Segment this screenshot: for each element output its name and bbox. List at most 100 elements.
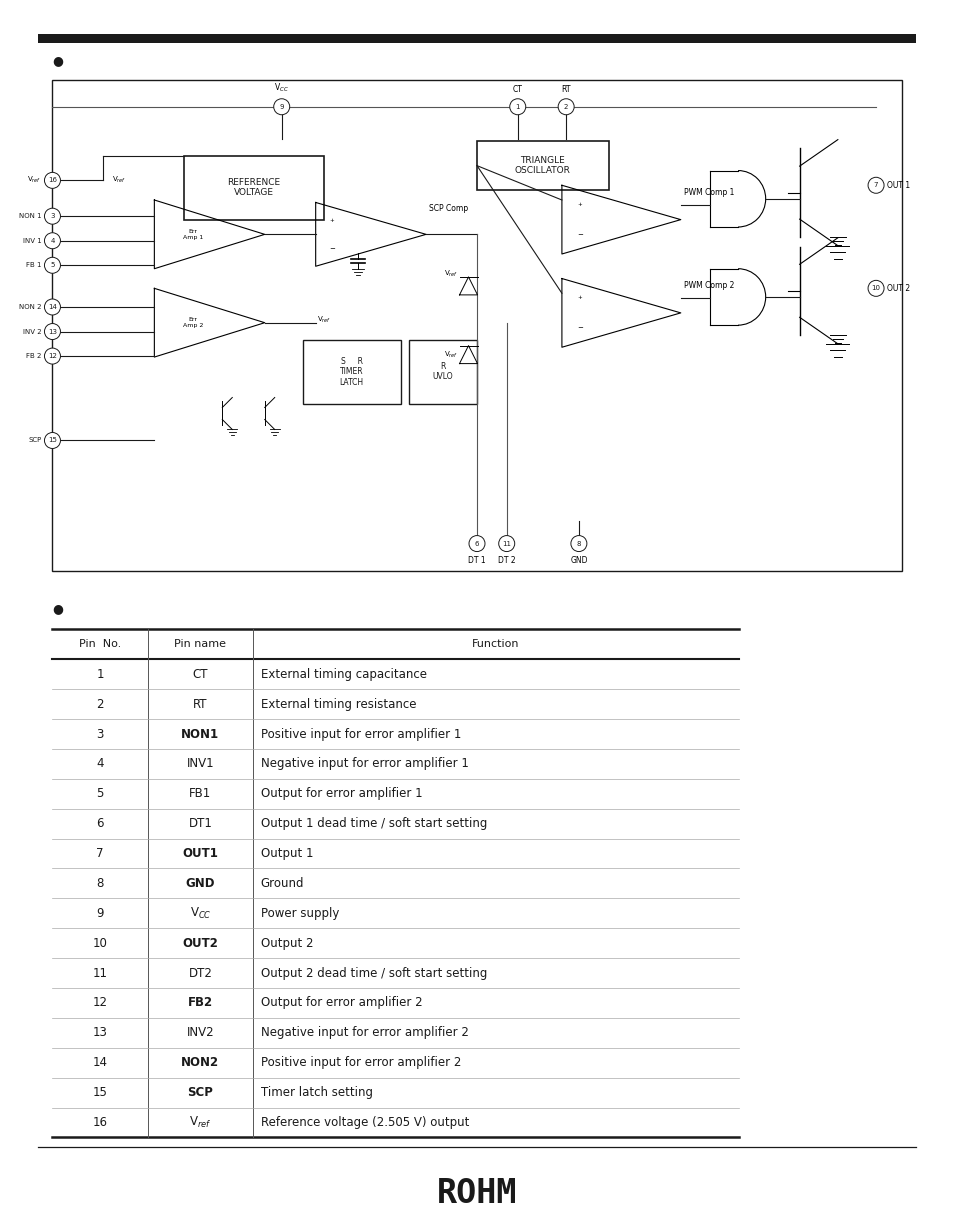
Bar xyxy=(409,340,476,404)
Text: V$_{ref}$: V$_{ref}$ xyxy=(112,175,126,185)
Text: OUT1: OUT1 xyxy=(182,847,218,860)
Text: INV1: INV1 xyxy=(187,757,213,771)
Circle shape xyxy=(867,280,883,297)
Text: 4: 4 xyxy=(51,238,54,244)
Text: 5: 5 xyxy=(51,263,54,269)
Text: V$_{ref}$: V$_{ref}$ xyxy=(28,175,41,185)
Text: REFERENCE
VOLTAGE: REFERENCE VOLTAGE xyxy=(228,178,280,198)
Text: −: − xyxy=(577,325,582,331)
Text: TRIANGLE
OSCILLATOR: TRIANGLE OSCILLATOR xyxy=(515,156,570,175)
Text: SCP Comp: SCP Comp xyxy=(429,205,468,213)
Text: +: + xyxy=(330,217,335,222)
Text: V$_{CC}$: V$_{CC}$ xyxy=(274,82,289,94)
Text: INV 2: INV 2 xyxy=(23,329,41,335)
Text: 15: 15 xyxy=(92,1086,108,1099)
Circle shape xyxy=(867,177,883,194)
Text: 15: 15 xyxy=(48,438,57,443)
Text: OUT2: OUT2 xyxy=(182,936,218,950)
Text: Pin name: Pin name xyxy=(174,639,226,649)
Text: +: + xyxy=(577,294,581,299)
Text: 14: 14 xyxy=(92,1056,108,1069)
Text: Err
Amp 2: Err Amp 2 xyxy=(183,318,203,328)
Text: 10: 10 xyxy=(871,286,880,291)
Text: 2: 2 xyxy=(563,104,568,109)
Text: Positive input for error amplifier 1: Positive input for error amplifier 1 xyxy=(260,728,460,741)
Text: Output for error amplifier 1: Output for error amplifier 1 xyxy=(260,788,422,800)
Circle shape xyxy=(45,324,60,340)
Circle shape xyxy=(469,535,484,552)
Text: 8: 8 xyxy=(576,541,580,546)
Text: Positive input for error amplifier 2: Positive input for error amplifier 2 xyxy=(260,1056,460,1069)
Text: V$_{ref}$: V$_{ref}$ xyxy=(316,315,331,325)
Text: FB 1: FB 1 xyxy=(26,263,41,269)
Text: S     R
TIMER
LATCH: S R TIMER LATCH xyxy=(339,357,363,387)
Text: DT 2: DT 2 xyxy=(497,556,515,564)
Text: 6: 6 xyxy=(475,541,478,546)
Text: FB1: FB1 xyxy=(189,788,212,800)
Bar xyxy=(38,34,915,43)
Text: 8: 8 xyxy=(96,877,104,890)
Text: NON1: NON1 xyxy=(181,728,219,741)
Text: NON 2: NON 2 xyxy=(19,304,41,310)
Text: 5: 5 xyxy=(96,788,104,800)
Text: 16: 16 xyxy=(48,178,57,183)
Text: DT1: DT1 xyxy=(188,817,213,831)
Text: SCP: SCP xyxy=(29,438,41,443)
Text: External timing resistance: External timing resistance xyxy=(260,698,416,710)
Text: Output 1: Output 1 xyxy=(260,847,313,860)
Text: Power supply: Power supply xyxy=(260,907,339,920)
Text: 13: 13 xyxy=(92,1026,108,1039)
Text: External timing capacitance: External timing capacitance xyxy=(260,667,426,681)
Bar xyxy=(303,340,400,404)
Bar xyxy=(184,156,324,220)
Text: OUT 1: OUT 1 xyxy=(886,180,909,190)
Text: R
UVLO: R UVLO xyxy=(433,362,453,382)
Text: NON 1: NON 1 xyxy=(19,213,41,220)
Text: OUT 2: OUT 2 xyxy=(886,283,909,293)
Text: 12: 12 xyxy=(48,353,57,360)
Text: 9: 9 xyxy=(279,104,284,109)
Text: 9: 9 xyxy=(96,907,104,920)
Text: Negative input for error amplifier 1: Negative input for error amplifier 1 xyxy=(260,757,468,771)
Text: PWM Comp 1: PWM Comp 1 xyxy=(683,188,734,196)
Text: −: − xyxy=(329,245,335,252)
Text: Negative input for error amplifier 2: Negative input for error amplifier 2 xyxy=(260,1026,468,1039)
Circle shape xyxy=(45,432,60,449)
Text: ●: ● xyxy=(52,54,63,66)
Text: INV 1: INV 1 xyxy=(23,238,41,244)
Text: Timer latch setting: Timer latch setting xyxy=(260,1086,373,1099)
Text: Reference voltage (2.505 V) output: Reference voltage (2.505 V) output xyxy=(260,1117,469,1129)
Text: 3: 3 xyxy=(51,213,54,220)
Text: 2: 2 xyxy=(96,698,104,710)
Text: Output 2: Output 2 xyxy=(260,936,313,950)
Bar xyxy=(476,141,608,190)
Text: V$_{ref}$: V$_{ref}$ xyxy=(444,269,458,279)
Text: RT: RT xyxy=(193,698,208,710)
Text: V$_{ref}$: V$_{ref}$ xyxy=(189,1115,212,1130)
Text: Ground: Ground xyxy=(260,877,304,890)
Text: +: + xyxy=(577,201,581,206)
Text: FB2: FB2 xyxy=(188,996,213,1010)
Text: RT: RT xyxy=(560,86,570,94)
Circle shape xyxy=(45,258,60,274)
Text: PWM Comp 2: PWM Comp 2 xyxy=(683,281,734,290)
Text: DT 1: DT 1 xyxy=(468,556,485,564)
Text: INV2: INV2 xyxy=(187,1026,213,1039)
Text: 6: 6 xyxy=(96,817,104,831)
Text: 7: 7 xyxy=(96,847,104,860)
Circle shape xyxy=(45,299,60,315)
Circle shape xyxy=(274,98,290,115)
Text: 4: 4 xyxy=(96,757,104,771)
Text: Pin  No.: Pin No. xyxy=(79,639,121,649)
Text: ROHM: ROHM xyxy=(436,1178,517,1210)
Bar xyxy=(52,80,901,571)
Text: GND: GND xyxy=(186,877,214,890)
Circle shape xyxy=(498,535,515,552)
Text: 10: 10 xyxy=(92,936,108,950)
Text: 7: 7 xyxy=(873,183,878,188)
Text: Output 1 dead time / soft start setting: Output 1 dead time / soft start setting xyxy=(260,817,487,831)
Circle shape xyxy=(45,233,60,249)
Text: Output 2 dead time / soft start setting: Output 2 dead time / soft start setting xyxy=(260,967,487,979)
Text: CT: CT xyxy=(193,667,208,681)
Text: ●: ● xyxy=(52,602,63,615)
